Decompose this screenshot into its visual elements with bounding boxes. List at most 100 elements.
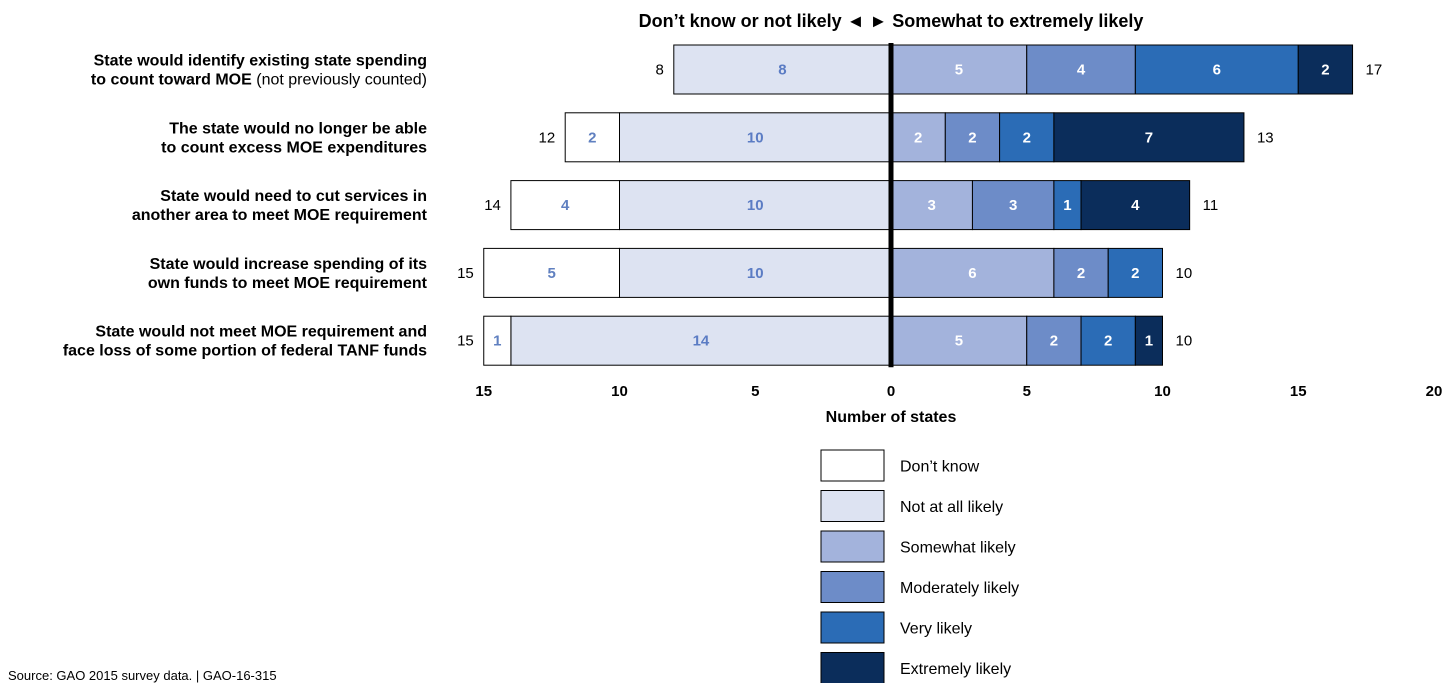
x-tick-label: 10 [1154, 383, 1171, 400]
x-tick-label: 10 [611, 383, 628, 400]
category-label-part: to count toward MOE [91, 72, 252, 89]
category-label: State would identify existing state spen… [91, 53, 427, 89]
bar-segment-moderately-likely [944, 112, 1001, 163]
bar-segment-extremely-likely [1297, 44, 1354, 95]
bar-segment-not-at-all-likely [619, 112, 892, 163]
total-positive-label: 13 [1257, 129, 1274, 146]
source-note: Source: GAO 2015 survey data. | GAO-16-3… [8, 668, 277, 683]
x-tick-label: 15 [1290, 383, 1307, 400]
bar-segment-label: 2 [1050, 333, 1058, 350]
bar-segment-label: 2 [1321, 62, 1329, 79]
bar-segment-label: 14 [693, 333, 710, 350]
category-label-part: State would increase spending of its [150, 256, 427, 273]
legend-swatch [820, 652, 885, 683]
category-label-part: State would identify existing state spen… [94, 53, 427, 70]
bar-segment-label: 5 [955, 62, 963, 79]
total-negative-label: 12 [539, 129, 556, 146]
legend-swatch [820, 449, 885, 482]
legend-label: Don’t know [900, 459, 980, 476]
legend-label: Moderately likely [900, 580, 1019, 597]
bar-segment-label: 2 [1077, 265, 1085, 282]
bar-segment-very-likely [1080, 315, 1136, 366]
x-tick-label: 15 [475, 383, 492, 400]
category-label-part: (not previously counted) [252, 72, 427, 89]
bar-segment-moderately-likely [1053, 247, 1109, 298]
legend-label: Very likely [900, 621, 972, 638]
bar-segment-label: 10 [747, 265, 764, 282]
category-label-part: State would need to cut services in [160, 188, 427, 205]
category-label-part: The state would no longer be able [169, 120, 427, 137]
x-tick-label: 20 [1426, 383, 1443, 400]
bar-segment-moderately-likely [1026, 44, 1136, 95]
bar-segment-label: 1 [493, 333, 501, 350]
category-label-line: face loss of some portion of federal TAN… [63, 343, 427, 360]
total-positive-label: 10 [1176, 265, 1193, 282]
category-label-line: own funds to meet MOE requirement [148, 275, 428, 292]
total-negative-label: 8 [655, 62, 663, 79]
bar-segment-extremely-likely [1134, 315, 1163, 366]
bar-segment-label: 6 [968, 265, 976, 282]
category-label: State would increase spending of its own … [148, 256, 428, 292]
legend-swatch [820, 490, 885, 522]
total-negative-label: 14 [484, 197, 501, 214]
category-label-part: another area to meet MOE requirement [132, 207, 428, 224]
chart-header: Don’t know or not likely ◄ ► Somewhat to… [639, 11, 1144, 31]
bar-segment-very-likely [1053, 180, 1082, 231]
category-label-line: State would not meet MOE requirement and [95, 324, 427, 341]
bar-segment-label: 1 [1145, 333, 1153, 350]
category-label-line: another area to meet MOE requirement [132, 207, 428, 224]
bar-segment-label: 4 [1131, 197, 1140, 214]
bar-segment-not-at-all-likely [619, 180, 892, 231]
total-positive-label: 17 [1366, 62, 1383, 79]
bar-segment-not-at-all-likely [673, 44, 892, 95]
total-positive-label: 11 [1203, 197, 1219, 214]
bar-segment-somewhat-likely [890, 315, 1028, 366]
bar-segment-label: 2 [1023, 129, 1031, 146]
bar-segment-label: 2 [1104, 333, 1112, 350]
bar-segment-don-t-know [510, 180, 620, 231]
bar-segment-don-t-know [483, 247, 620, 298]
bar-segment-somewhat-likely [890, 247, 1055, 298]
category-label-part: face loss of some portion of federal TAN… [63, 343, 427, 360]
legend-swatch [820, 571, 885, 603]
bar-segment-label: 8 [778, 62, 786, 79]
total-positive-label: 10 [1176, 333, 1193, 350]
category-label-part: own funds to meet MOE requirement [148, 275, 428, 292]
x-tick-label: 0 [887, 383, 895, 400]
bar-segment-very-likely [1134, 44, 1299, 95]
bar-segment-label: 10 [747, 197, 764, 214]
bar-segment-label: 4 [1077, 62, 1086, 79]
bar-segment-label: 5 [547, 265, 555, 282]
category-label-part: State would not meet MOE requirement and [95, 324, 427, 341]
category-label: State would need to cut services in anoth… [132, 188, 428, 224]
bar-segment-very-likely [1107, 247, 1163, 298]
bar-segment-label: 6 [1213, 62, 1221, 79]
category-label: The state would no longer be able to coun… [161, 120, 427, 156]
category-label-line: to count excess MOE expenditures [161, 139, 427, 156]
category-label-line: State would identify existing state spen… [94, 53, 427, 70]
total-negative-label: 15 [457, 333, 474, 350]
x-tick-label: 5 [1023, 383, 1031, 400]
bar-segment-somewhat-likely [890, 180, 973, 231]
legend-label: Extremely likely [900, 661, 1011, 678]
bar-segment-label: 7 [1145, 129, 1153, 146]
bar-segment-label: 2 [588, 129, 596, 146]
bar-segment-don-t-know [564, 112, 621, 163]
category-label-line: State would increase spending of its [150, 256, 427, 273]
bar-segment-label: 1 [1063, 197, 1071, 214]
category-label: State would not meet MOE requirement and… [63, 324, 427, 360]
bar-segment-label: 5 [955, 333, 963, 350]
category-label-line: State would need to cut services in [160, 188, 427, 205]
bar-segment-label: 2 [914, 129, 922, 146]
bar-segment-very-likely [999, 112, 1055, 163]
bar-segment-extremely-likely [1053, 112, 1245, 163]
legend-swatch [820, 611, 885, 644]
bar-segment-label: 2 [1131, 265, 1139, 282]
bar-segment-not-at-all-likely [510, 315, 892, 366]
bar-segment-label: 10 [747, 129, 764, 146]
x-tick-label: 5 [751, 383, 759, 400]
bar-segment-label: 3 [1009, 197, 1017, 214]
legend-label: Not at all likely [900, 499, 1003, 516]
legend-label: Somewhat likely [900, 540, 1016, 557]
